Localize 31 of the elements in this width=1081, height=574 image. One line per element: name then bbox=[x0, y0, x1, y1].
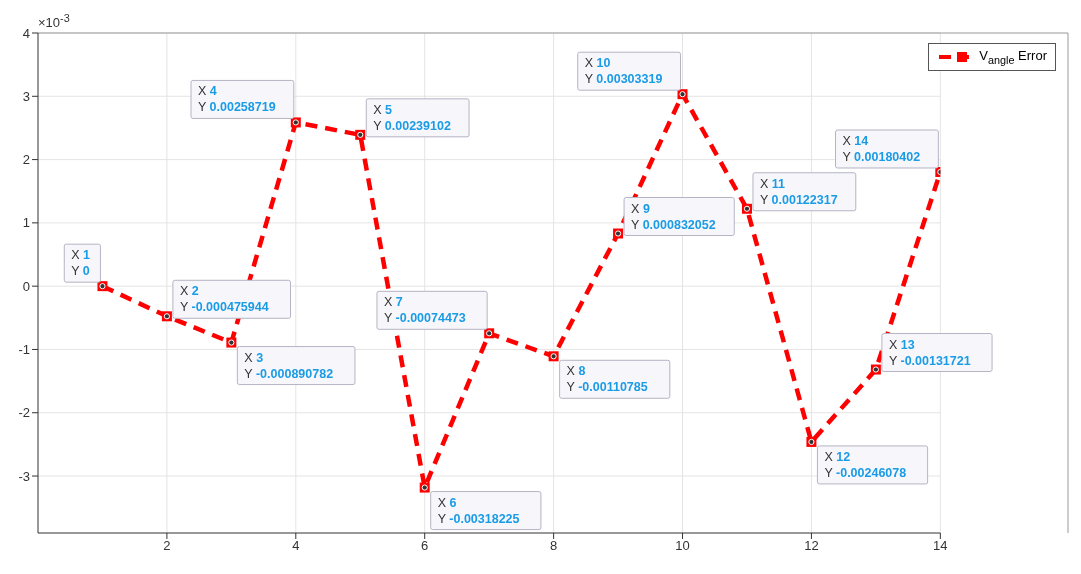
y-tick-label: 1 bbox=[22, 215, 30, 231]
data-label: X 5 Y 0.00239102 bbox=[373, 102, 451, 133]
x-tick-label: 8 bbox=[550, 538, 558, 554]
x-tick-label: 14 bbox=[933, 538, 948, 554]
data-label: X 7 Y -0.00074473 bbox=[383, 295, 466, 326]
text: ×10$^{-3}$ bbox=[38, 12, 70, 31]
x-tick-label: 4 bbox=[292, 538, 300, 554]
y-tick-label: -2 bbox=[18, 405, 30, 421]
legend-label: V$_{angle}$ Error bbox=[979, 48, 1047, 66]
data-label: X 10 Y 0.00303319 bbox=[584, 56, 663, 87]
x-tick-label: 12 bbox=[804, 538, 819, 554]
data-label: X 12 Y -0.00246078 bbox=[824, 449, 907, 480]
x-tick-label: 10 bbox=[675, 538, 690, 554]
x-tick-label: 6 bbox=[421, 538, 429, 554]
data-label: X 9 Y 0.000832052 bbox=[631, 201, 716, 232]
y-tick-label: -3 bbox=[18, 468, 30, 484]
data-label: X 11 Y 0.00122317 bbox=[759, 176, 838, 207]
data-label: X 8 Y -0.00110785 bbox=[566, 364, 648, 395]
y-tick-label: -1 bbox=[18, 342, 30, 358]
y-tick-label: 3 bbox=[22, 88, 30, 104]
data-label: X 2 Y -0.000475944 bbox=[179, 284, 269, 315]
data-label: X 6 Y -0.00318225 bbox=[437, 495, 520, 526]
data-label: X 1 Y 0 bbox=[71, 248, 91, 279]
data-label: X 3 Y -0.000890782 bbox=[244, 350, 334, 381]
x-tick-label: 2 bbox=[163, 538, 171, 554]
data-label: X 14 Y 0.00180402 bbox=[842, 133, 921, 164]
y-tick-label: 2 bbox=[22, 152, 30, 168]
y-tick-label: 4 bbox=[22, 25, 30, 41]
y-tick-label: 0 bbox=[22, 278, 30, 294]
data-label: X 13 Y -0.00131721 bbox=[888, 337, 971, 368]
data-label: X 4 Y 0.00258719 bbox=[198, 84, 276, 115]
